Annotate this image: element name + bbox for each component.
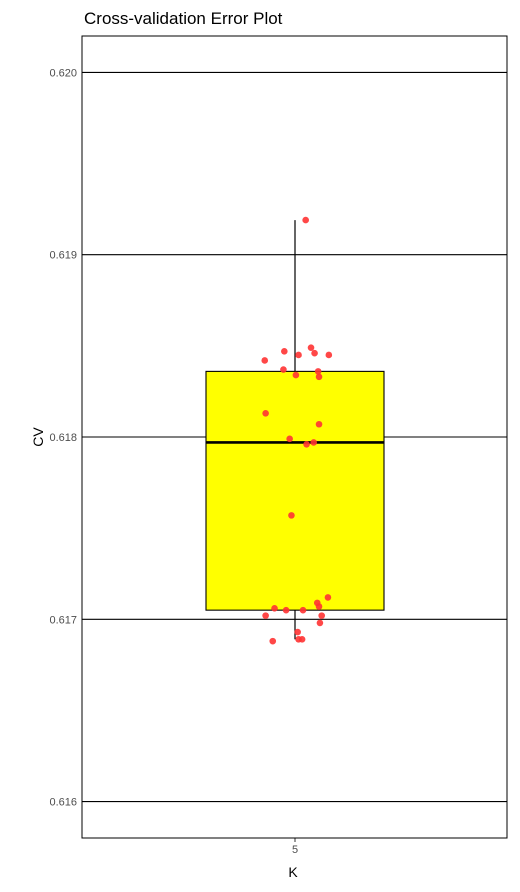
data-point	[281, 348, 288, 355]
x-tick-label: 5	[292, 844, 298, 856]
data-point	[315, 603, 323, 610]
y-tick-labels: 0.616 0.617 0.618 0.619 0.620	[49, 67, 77, 808]
jitter-points	[261, 216, 333, 645]
data-point	[269, 637, 277, 645]
x-axis-title: K	[288, 864, 298, 880]
data-point	[280, 366, 287, 373]
data-point	[262, 410, 269, 417]
data-point	[282, 606, 290, 614]
y-tick-label: 0.619	[49, 250, 77, 262]
data-point	[311, 349, 318, 357]
y-tick-label: 0.617	[49, 614, 77, 626]
chart-title: Cross-validation Error Plot	[84, 9, 283, 28]
y-tick-label: 0.616	[49, 797, 77, 809]
iqr-box	[205, 370, 385, 611]
boxplot	[205, 220, 385, 640]
data-point	[303, 440, 310, 448]
data-point	[315, 420, 323, 428]
data-point	[292, 371, 300, 379]
data-point	[261, 357, 269, 364]
data-point	[316, 619, 324, 627]
data-point	[295, 351, 302, 359]
data-point	[288, 512, 295, 519]
data-point	[324, 594, 332, 601]
data-point	[314, 368, 322, 375]
data-point	[299, 606, 307, 614]
data-point	[294, 628, 301, 636]
data-point	[298, 636, 306, 643]
data-point	[315, 373, 323, 381]
data-point	[318, 612, 326, 619]
data-point	[262, 612, 269, 619]
data-point	[302, 216, 309, 224]
x-tick-labels: 5	[292, 838, 298, 856]
y-axis-title: CV	[30, 427, 46, 447]
plot-panel-border	[81, 35, 508, 839]
data-point	[307, 344, 315, 351]
data-point	[271, 605, 278, 612]
data-point	[325, 351, 333, 359]
data-point	[310, 439, 317, 446]
y-tick-label: 0.618	[49, 432, 77, 444]
data-point	[286, 435, 293, 443]
y-tick-label: 0.620	[49, 67, 77, 79]
